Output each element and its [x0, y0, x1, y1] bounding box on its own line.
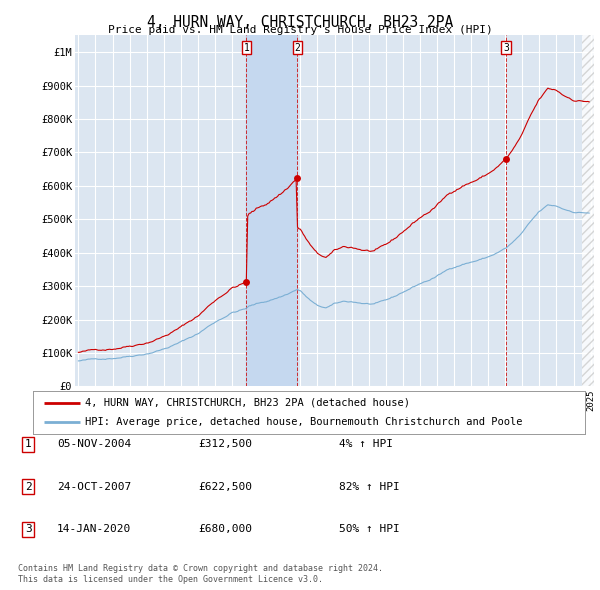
Text: 14-JAN-2020: 14-JAN-2020 — [57, 525, 131, 534]
Text: 05-NOV-2004: 05-NOV-2004 — [57, 440, 131, 449]
Text: This data is licensed under the Open Government Licence v3.0.: This data is licensed under the Open Gov… — [18, 575, 323, 584]
Text: 82% ↑ HPI: 82% ↑ HPI — [339, 482, 400, 491]
Text: 3: 3 — [25, 525, 32, 534]
Text: 1: 1 — [25, 440, 32, 449]
Text: Price paid vs. HM Land Registry's House Price Index (HPI): Price paid vs. HM Land Registry's House … — [107, 25, 493, 35]
Text: HPI: Average price, detached house, Bournemouth Christchurch and Poole: HPI: Average price, detached house, Bour… — [85, 417, 523, 427]
Text: 3: 3 — [503, 42, 509, 53]
Text: 1: 1 — [244, 42, 250, 53]
Text: 50% ↑ HPI: 50% ↑ HPI — [339, 525, 400, 534]
Text: £680,000: £680,000 — [198, 525, 252, 534]
Text: £622,500: £622,500 — [198, 482, 252, 491]
Text: 4, HURN WAY, CHRISTCHURCH, BH23 2PA: 4, HURN WAY, CHRISTCHURCH, BH23 2PA — [147, 15, 453, 30]
Text: £312,500: £312,500 — [198, 440, 252, 449]
Text: 24-OCT-2007: 24-OCT-2007 — [57, 482, 131, 491]
Bar — [247, 35, 297, 386]
Text: 2: 2 — [25, 482, 32, 491]
Text: 4% ↑ HPI: 4% ↑ HPI — [339, 440, 393, 449]
Text: 4, HURN WAY, CHRISTCHURCH, BH23 2PA (detached house): 4, HURN WAY, CHRISTCHURCH, BH23 2PA (det… — [85, 398, 410, 408]
Text: 2: 2 — [295, 42, 300, 53]
Text: Contains HM Land Registry data © Crown copyright and database right 2024.: Contains HM Land Registry data © Crown c… — [18, 565, 383, 573]
